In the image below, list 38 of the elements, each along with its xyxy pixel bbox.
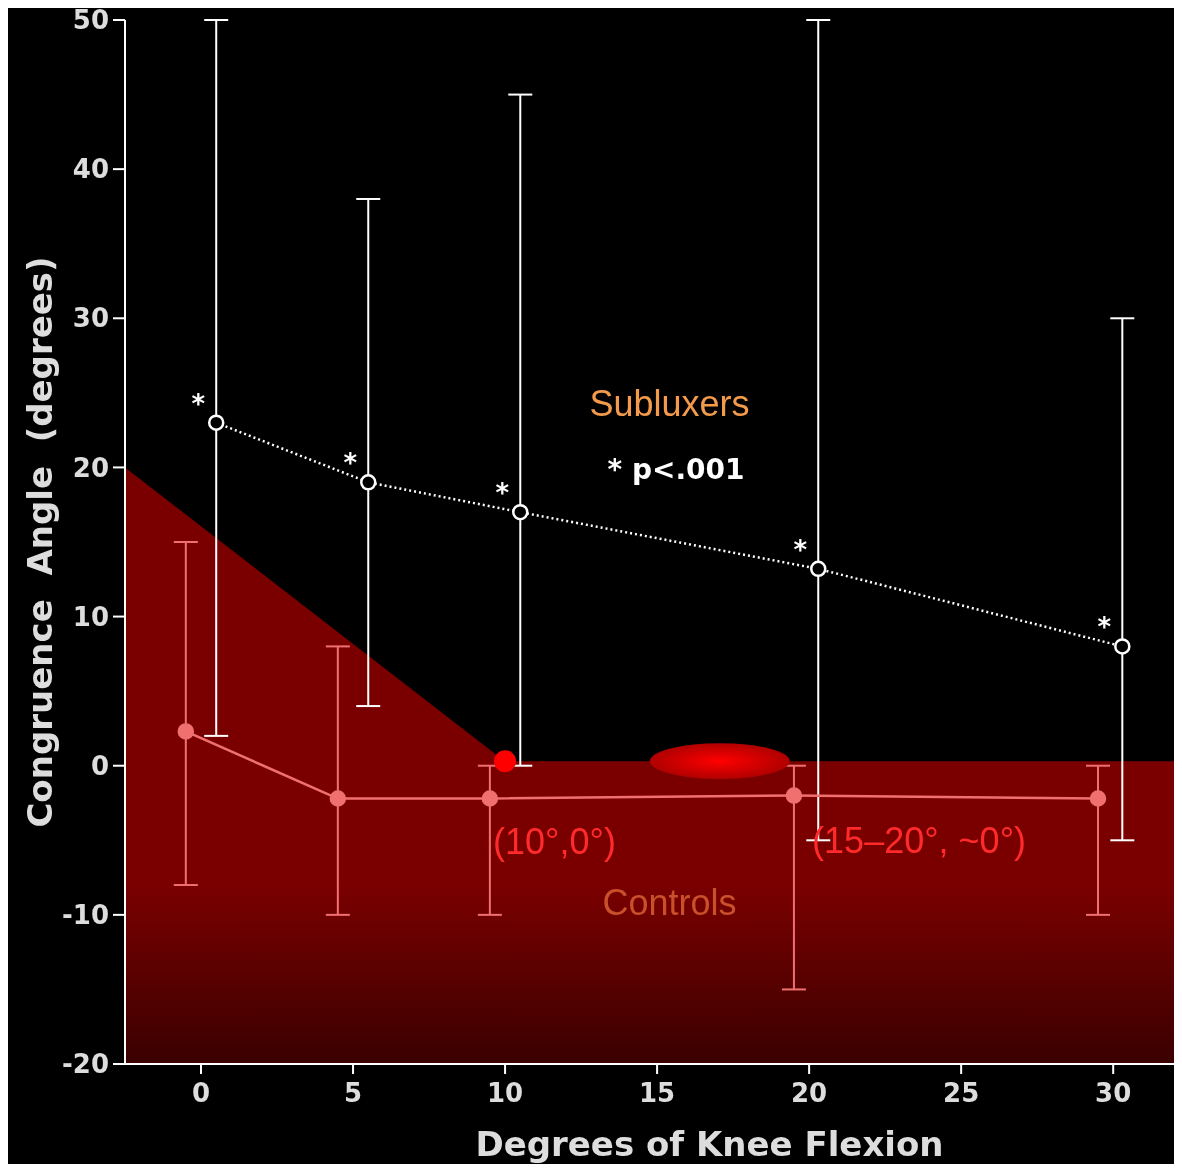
annotation: (15–20°, ~0°)	[812, 820, 1027, 862]
point	[329, 790, 347, 807]
x-tick-label: 5	[344, 1078, 363, 1108]
point	[481, 790, 499, 807]
x-tick-label: 30	[1095, 1078, 1132, 1108]
y-tick-label: 50	[72, 5, 109, 36]
x-tick-label: 10	[486, 1078, 524, 1108]
annotation: * p<.001	[607, 453, 745, 487]
y-tick-label: 30	[72, 303, 109, 334]
point	[207, 414, 225, 431]
x-axis-title: Degrees of Knee Flexion	[475, 1124, 944, 1164]
point	[785, 787, 803, 804]
text: Subluxers	[589, 383, 750, 425]
data-label: *	[1097, 612, 1112, 643]
y-tick-label: 40	[72, 154, 109, 185]
x-tick-label: 15	[639, 1078, 676, 1108]
x-tick-label: 25	[943, 1078, 980, 1108]
point	[360, 474, 377, 491]
y-tick-label: 20	[72, 452, 109, 483]
point	[1114, 638, 1131, 655]
point	[177, 723, 195, 740]
point	[810, 560, 827, 578]
point	[512, 503, 529, 521]
y-tick-label: -10	[62, 899, 109, 930]
annotation: (10°,0°)	[493, 820, 616, 862]
y-tick-label: 10	[72, 601, 109, 632]
data-label: *	[495, 478, 510, 509]
x-tick-label: 20	[791, 1078, 828, 1108]
x-tick-label: 0	[191, 1078, 211, 1108]
y-tick-label: -20	[62, 1049, 109, 1080]
text: Controls	[602, 881, 737, 923]
point	[1089, 790, 1107, 807]
point	[494, 750, 517, 773]
y-tick-label: 0	[90, 750, 109, 781]
data-label: *	[191, 388, 206, 419]
data-label: *	[343, 448, 358, 479]
y-axis-title: Congruence Angle (degrees)	[20, 256, 60, 828]
data-label: *	[793, 534, 808, 565]
